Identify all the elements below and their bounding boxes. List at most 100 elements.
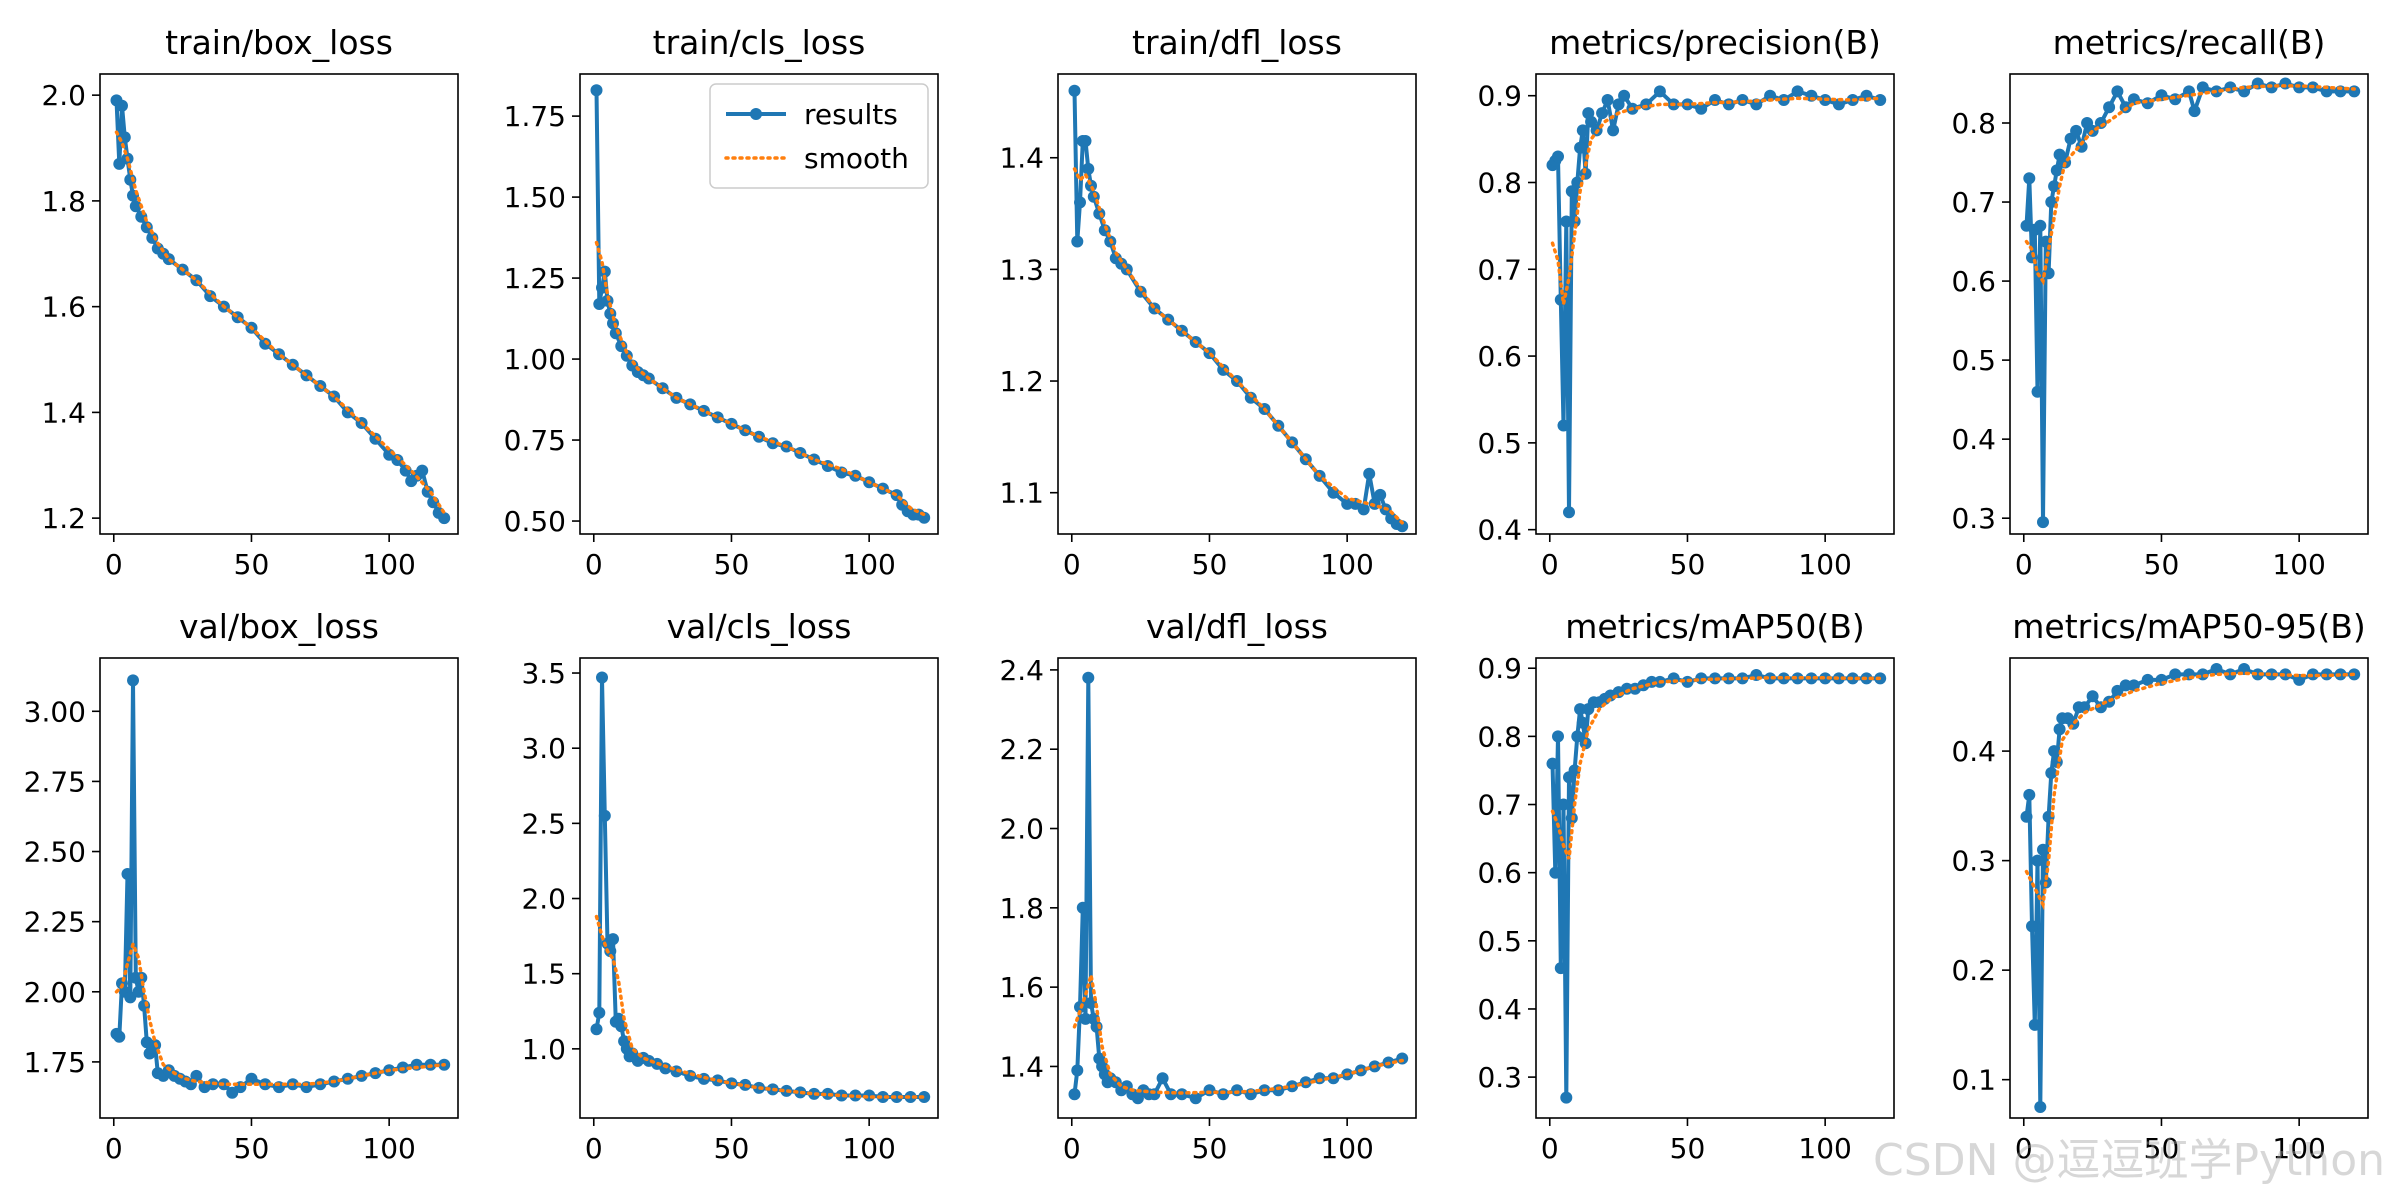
subplot-title: val/cls_loss <box>667 607 852 646</box>
results-point <box>2048 180 2061 193</box>
y-tick-label: 0.2 <box>1951 954 1996 987</box>
results-point <box>1341 497 1354 510</box>
results-point <box>438 512 451 525</box>
results-point <box>2034 219 2047 232</box>
smooth-line <box>1072 167 1404 525</box>
x-tick-label: 0 <box>585 1132 603 1165</box>
axes-frame <box>1535 73 1895 535</box>
results-point <box>116 99 128 112</box>
subplot-train-cls-loss: train/cls_loss 0 50 100 0.50 0.75 1.00 1.25 1.50… <box>504 23 939 581</box>
y-tick-label: 0.6 <box>1951 265 1996 298</box>
results-point <box>1074 196 1086 209</box>
x-tick-label: 100 <box>362 548 415 581</box>
y-tick-label: 1.6 <box>41 291 86 324</box>
x-tick-label: 0 <box>1541 548 1559 581</box>
results-point <box>821 1087 834 1100</box>
results-point <box>2224 668 2237 681</box>
subplot-metrics-map50-95-b: metrics/mAP50-95(B) 0 50 100 0.1 0.2 0.3 0.4 <box>1951 607 2369 1165</box>
results-point <box>416 464 429 477</box>
results-point <box>1576 716 1589 729</box>
results-point <box>590 1023 603 1036</box>
results-point <box>2141 673 2154 686</box>
x-tick-label: 100 <box>842 1132 895 1165</box>
results-point <box>1709 94 1721 106</box>
y-tick-label: 1.00 <box>504 343 566 376</box>
results-point <box>2251 668 2264 681</box>
results-point <box>2034 1101 2047 1113</box>
results-point <box>1357 503 1370 516</box>
results-point <box>127 674 139 687</box>
results-point <box>1576 124 1589 137</box>
results-point <box>2053 723 2066 736</box>
y-tick-label: 2.25 <box>24 906 86 939</box>
y-tick-label: 1.0 <box>521 1033 566 1066</box>
x-tick-label: 0 <box>1063 1132 1081 1165</box>
results-point <box>904 1091 917 1103</box>
results-point <box>2023 172 2036 185</box>
results-point <box>1653 85 1666 98</box>
results-point <box>2031 385 2044 398</box>
results-point <box>1764 89 1777 102</box>
results-point <box>2086 690 2099 703</box>
watermark: CSDN @逗逗班学Python <box>1873 1135 2385 1186</box>
results-point <box>1082 671 1095 684</box>
results-point <box>590 84 603 97</box>
y-tick-label: 0.50 <box>504 505 566 538</box>
y-tick-label: 0.4 <box>1477 514 1522 547</box>
y-tick-label: 0.3 <box>1951 502 1996 535</box>
results-point <box>1071 235 1084 248</box>
results-point <box>1596 107 1609 120</box>
results-point <box>876 1091 889 1103</box>
results-point <box>1819 672 1832 685</box>
plot-area <box>1068 671 1409 1105</box>
results-point <box>1736 94 1749 106</box>
x-tick-label: 100 <box>1798 548 1851 581</box>
x-tick-label: 100 <box>2272 1132 2325 1165</box>
y-tick-label: 0.3 <box>1477 1061 1522 1094</box>
results-point <box>2348 85 2361 98</box>
y-tick-label: 2.5 <box>521 807 566 840</box>
results-point <box>1068 84 1081 97</box>
y-tick-label: 2.50 <box>24 836 86 869</box>
results-point <box>1071 1064 1084 1077</box>
subplot-metrics-map50-b: metrics/mAP50(B) 0 50 100 0.3 0.4 0.5 0.6 0.7 0.8… <box>1477 607 1895 1165</box>
results-point <box>1736 672 1749 685</box>
results-point <box>2023 788 2036 801</box>
results-point <box>2070 124 2083 137</box>
subplot-train-dfl-loss: train/dfl_loss 0 50 100 1.1 1.2 1.3 1.4 <box>999 23 1417 581</box>
results-point <box>1231 1084 1243 1097</box>
x-tick-label: 50 <box>714 548 750 581</box>
y-tick-label: 0.7 <box>1477 253 1522 286</box>
x-tick-label: 50 <box>234 1132 270 1165</box>
results-point <box>2031 854 2044 867</box>
x-tick-label: 100 <box>842 548 895 581</box>
x-tick-label: 50 <box>1670 1132 1706 1165</box>
results-point <box>1374 488 1387 501</box>
y-tick-label: 2.00 <box>24 976 86 1009</box>
y-tick-label: 1.75 <box>24 1046 86 1079</box>
results-point <box>2306 668 2319 681</box>
x-tick-label: 0 <box>1063 548 1081 581</box>
smooth-line <box>2024 671 2356 911</box>
y-tick-label: 0.4 <box>1951 735 1996 768</box>
subplot-title: metrics/mAP50(B) <box>1565 607 1865 646</box>
results-point <box>2103 101 2116 114</box>
results-line <box>1072 90 1403 529</box>
y-tick-label: 0.4 <box>1477 993 1522 1026</box>
results-point <box>1722 98 1735 111</box>
x-tick-label: 50 <box>2144 1132 2180 1165</box>
results-point <box>1764 672 1777 685</box>
results-point <box>1363 467 1376 480</box>
x-tick-label: 0 <box>105 548 123 581</box>
plot-area <box>1546 85 1887 519</box>
x-tick-label: 50 <box>2144 548 2180 581</box>
subplot-title: train/cls_loss <box>653 23 866 62</box>
y-tick-label: 2.0 <box>521 883 566 916</box>
y-tick-label: 3.5 <box>521 657 566 690</box>
y-tick-label: 1.4 <box>999 142 1044 175</box>
results-point <box>1082 162 1095 175</box>
smooth-line <box>1550 676 1882 860</box>
results-point <box>1272 1084 1285 1097</box>
x-tick-label: 100 <box>1320 1132 1373 1165</box>
